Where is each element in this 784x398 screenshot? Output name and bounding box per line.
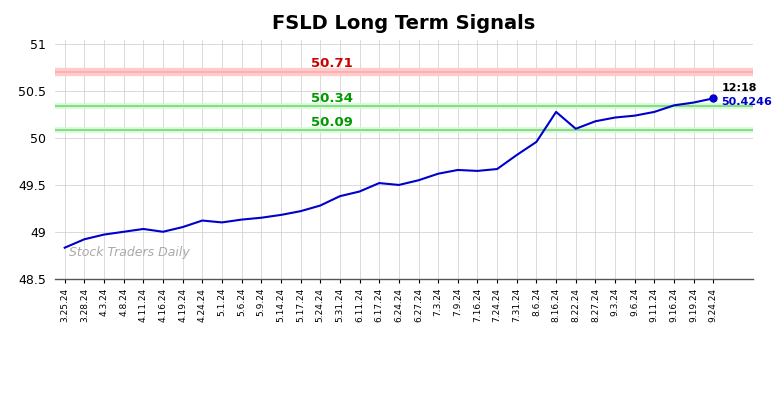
Text: 50.34: 50.34 — [311, 92, 353, 105]
Title: FSLD Long Term Signals: FSLD Long Term Signals — [272, 14, 535, 33]
Text: 12:18: 12:18 — [721, 83, 757, 93]
Text: 50.71: 50.71 — [311, 57, 353, 70]
Text: Stock Traders Daily: Stock Traders Daily — [69, 246, 190, 259]
Text: 50.4246: 50.4246 — [721, 98, 772, 107]
Text: 50.09: 50.09 — [311, 115, 353, 129]
